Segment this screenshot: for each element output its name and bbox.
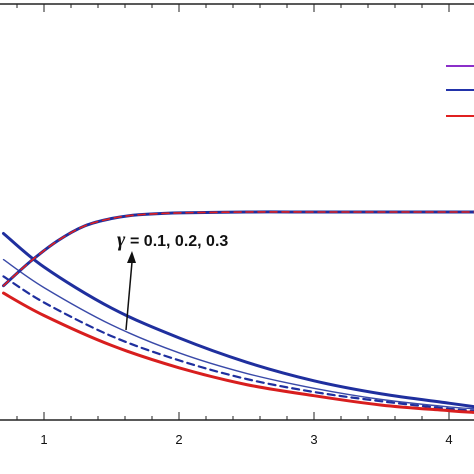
series-line-2 xyxy=(2,258,474,410)
series-layer xyxy=(2,210,474,414)
annotation: γ = 0.1, 0.2, 0.3 xyxy=(117,229,228,331)
x-tick-label-4: 4 xyxy=(445,432,452,447)
series-line-3 xyxy=(2,275,474,412)
plot-frame xyxy=(0,3,474,421)
gamma-symbol: γ xyxy=(117,229,126,251)
series-line-4 xyxy=(2,291,474,414)
gamma-values-label: = 0.1, 0.2, 0.3 xyxy=(130,233,228,250)
x-tick-label-3: 3 xyxy=(310,432,317,447)
series-line-6 xyxy=(2,211,474,287)
series-line-1 xyxy=(2,232,474,409)
x-ticks: 1 2 3 4 xyxy=(40,432,452,447)
legend xyxy=(446,65,474,117)
annotation-arrow-line xyxy=(125,261,133,331)
x-tick-label-2: 2 xyxy=(175,432,182,447)
x-tick-label-1: 1 xyxy=(40,432,47,447)
annotation-arrow-head xyxy=(127,251,136,263)
